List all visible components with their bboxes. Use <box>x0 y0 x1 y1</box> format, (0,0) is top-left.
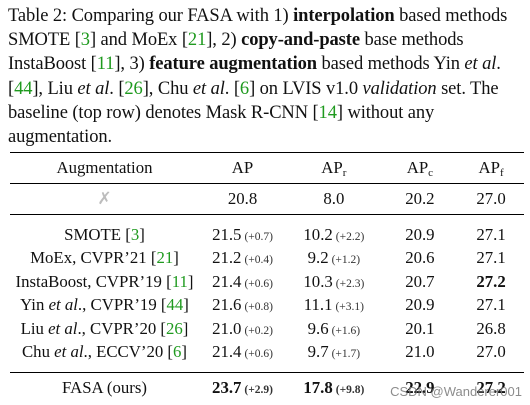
citation-link[interactable]: 6 <box>239 78 250 99</box>
apf-cell: 27.1 <box>476 248 506 268</box>
method-name: Yin et al., CVPR’19 [44] <box>20 295 189 315</box>
ap-cell: 21.4 (+0.6) <box>212 271 273 291</box>
ap-cell: 21.5 (+0.7) <box>212 224 273 244</box>
table-row: Liu et al., CVPR’20 [26] 21.0 (+0.2) 9.6(… <box>10 317 524 341</box>
baseline-apr: 8.0 <box>286 183 382 215</box>
ap-cell: 21.6 (+0.8) <box>212 295 273 315</box>
apf-cell: 27.1 <box>476 295 506 315</box>
baseline-cross-icon: ✗ <box>10 183 199 215</box>
citation-link[interactable]: 11 <box>171 271 188 291</box>
ap-cell: 21.0 (+0.2) <box>212 318 273 338</box>
results-table: Augmentation AP APr APc APf ✗ 20.8 8.0 2… <box>10 152 524 403</box>
citation-link[interactable]: 21 <box>156 248 174 268</box>
citation-link[interactable]: 26 <box>124 78 143 99</box>
header-ap: AP <box>231 158 254 177</box>
apf-cell: 27.1 <box>476 224 506 244</box>
citation-link[interactable]: 6 <box>173 342 182 362</box>
method-name: Liu et al., CVPR’20 [26] <box>20 318 189 338</box>
watermark: CSDN @Wanderer001 <box>390 384 522 399</box>
ap-cell: 21.2 (+0.4) <box>212 248 273 268</box>
baseline-apc: 20.2 <box>381 183 459 215</box>
method-name: InstaBoost, CVPR’19 [11] <box>15 271 194 291</box>
header-apf: APf <box>478 157 504 179</box>
fasa-apc: 22.9 <box>405 378 435 397</box>
table-row: Chu et al., ECCV’20 [6] 21.4 (+0.6) 9.7 (+… <box>10 341 524 365</box>
apr-cell: 9.2 (+1.2) <box>307 248 361 268</box>
fasa-row: FASA (ours) 23.7 (+2.9) 17.8 (+9.8) 22.9 2… <box>10 373 524 404</box>
table-caption: Table 2: Comparing our FASA with 1) inte… <box>8 6 508 148</box>
method-name: Chu et al., ECCV’20 [6] <box>21 342 187 362</box>
citation-link[interactable]: 3 <box>80 30 90 51</box>
citation-link[interactable]: 3 <box>130 224 140 244</box>
citation-link[interactable]: 26 <box>166 318 183 338</box>
ap-cell: 21.4 (+0.6) <box>212 342 273 362</box>
table-row: Yin et al., CVPR’19 [44] 21.6 (+0.8) 11.1… <box>10 294 524 318</box>
method-name: MoEx, CVPR’21 [21] <box>30 248 179 268</box>
fasa-ap: 23.7 (+2.9) <box>212 378 274 397</box>
table-header-row: Augmentation AP APr APc APf <box>10 152 524 184</box>
citation-link[interactable]: 44 <box>166 295 184 315</box>
table-row: InstaBoost, CVPR’19 [11] 21.4 (+0.6) 10.3… <box>10 270 524 294</box>
fasa-apr: 17.8 (+9.8) <box>303 378 365 397</box>
fasa-apf: 27.2 <box>476 378 506 397</box>
results-table-container: Augmentation AP APr APc APf ✗ 20.8 8.0 2… <box>10 152 524 403</box>
apc-cell: 20.7 <box>405 271 435 291</box>
header-augmentation: Augmentation <box>56 158 153 177</box>
apf-cell: 27.2 <box>476 271 506 291</box>
apc-cell: 21.0 <box>405 342 435 362</box>
caption-label: Table 2: <box>8 6 68 26</box>
baseline-apf: 27.0 <box>458 183 524 215</box>
baseline-ap: 20.8 <box>198 183 287 215</box>
apc-cell: 20.1 <box>405 318 435 338</box>
header-apc: APc <box>406 157 434 179</box>
apr-cell: 9.7 (+1.7) <box>307 342 361 362</box>
method-name-fasa: FASA (ours) <box>61 378 147 397</box>
header-apr: APr <box>321 157 347 179</box>
citation-link[interactable]: 14 <box>318 102 337 123</box>
apr-cell: 10.2 (+2.2) <box>303 224 365 244</box>
baseline-row: ✗ 20.8 8.0 20.2 27.0 <box>10 183 524 215</box>
citation-link[interactable]: 44 <box>14 78 33 99</box>
table-row: SMOTE [3] 21.5 (+0.7) 10.2 (+2.2) 20.9 27.… <box>10 223 524 247</box>
apr-cell: 11.1 (+3.1) <box>303 295 364 315</box>
apr-cell: 9.6 (+1.6) <box>307 318 361 338</box>
table-row: MoEx, CVPR’21 [21] 21.2 (+0.4) 9.2 (+1.2) … <box>10 247 524 271</box>
method-name: SMOTE [3] <box>64 224 145 244</box>
citation-link[interactable]: 21 <box>187 30 207 51</box>
apc-cell: 20.6 <box>405 248 435 268</box>
apf-cell: 27.0 <box>476 342 506 362</box>
apc-cell: 20.9 <box>405 295 435 315</box>
apc-cell: 20.9 <box>405 224 435 244</box>
apr-cell: 10.3 (+2.3) <box>303 271 365 291</box>
apf-cell: 26.8 <box>476 318 506 338</box>
citation-link[interactable]: 11 <box>96 54 115 75</box>
